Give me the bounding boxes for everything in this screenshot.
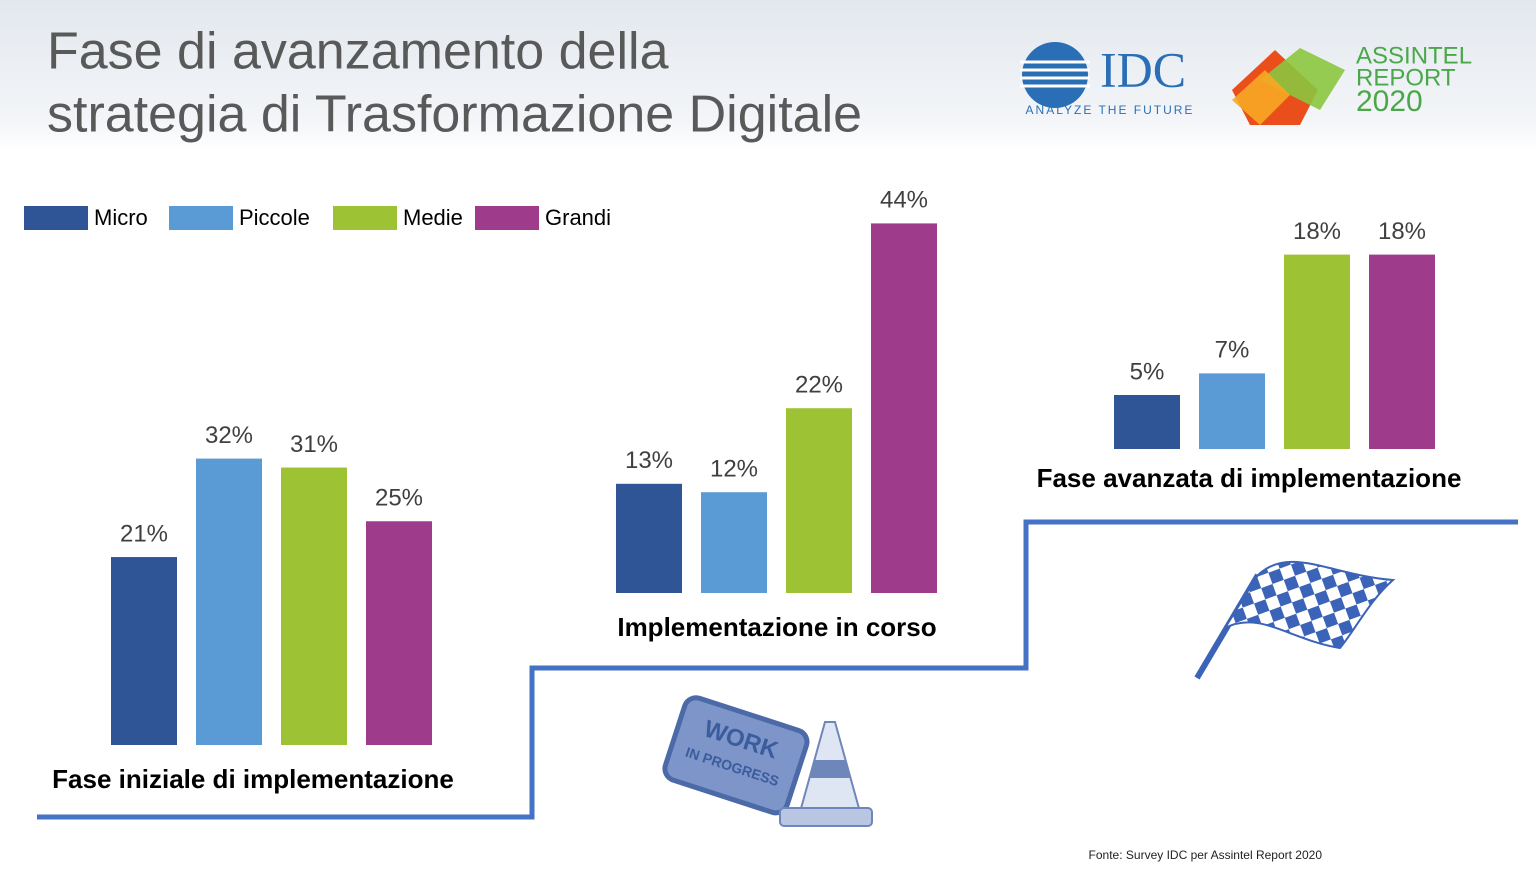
- legend-label: Piccole: [239, 205, 310, 230]
- legend-label: Micro: [94, 205, 148, 230]
- bar: [701, 492, 767, 593]
- category-label: Implementazione in corso: [617, 612, 936, 642]
- bar: [111, 557, 177, 745]
- bar: [1199, 373, 1265, 449]
- value-label: 5%: [1130, 358, 1165, 385]
- assintel-text: 2020: [1356, 85, 1423, 118]
- bar: [1369, 254, 1435, 449]
- value-label: 18%: [1378, 218, 1426, 245]
- work-sign-icon: WORK IN PROGRESS: [662, 695, 873, 827]
- bar: [366, 521, 432, 745]
- idc-text: IDC: [1100, 41, 1186, 97]
- title: strategia di Trasformazione Digitale: [47, 86, 862, 144]
- category-label: Fase iniziale di implementazione: [52, 764, 454, 794]
- bar: [871, 223, 937, 593]
- staircase: [37, 519, 1518, 820]
- idc-logo: IDC ANALYZE THE FUTURE: [1020, 41, 1195, 117]
- bar: [616, 483, 682, 593]
- legend-label: Grandi: [545, 205, 611, 230]
- value-label: 25%: [375, 485, 423, 512]
- title: Fase di avanzamento della: [47, 23, 669, 81]
- assintel-logo: ASSINTEL REPORT 2020: [1232, 42, 1472, 125]
- bar: [786, 408, 852, 593]
- value-label: 18%: [1293, 218, 1341, 245]
- value-label: 44%: [880, 187, 928, 214]
- assintel-text: ASSINTEL: [1356, 42, 1472, 69]
- legend-swatch: [475, 206, 539, 230]
- bar: [196, 458, 262, 745]
- assintel-text: REPORT: [1356, 64, 1456, 91]
- value-label: 31%: [290, 431, 338, 458]
- legend-swatch: [24, 206, 88, 230]
- value-label: 13%: [625, 447, 673, 474]
- source-note: Fonte: Survey IDC per Assintel Report 20…: [1089, 848, 1323, 862]
- bar: [281, 467, 347, 745]
- value-label: 7%: [1215, 337, 1250, 364]
- value-label: 21%: [120, 520, 168, 547]
- legend-swatch: [333, 206, 397, 230]
- value-label: 22%: [795, 372, 843, 399]
- category-label: Fase avanzata di implementazione: [1037, 463, 1462, 493]
- idc-tagline: ANALYZE THE FUTURE: [1026, 103, 1195, 117]
- checkered-flag-icon: [1194, 560, 1396, 680]
- legend-swatch: [169, 206, 233, 230]
- value-label: 12%: [710, 456, 758, 483]
- value-label: 32%: [205, 422, 253, 449]
- legend-label: Medie: [403, 205, 463, 230]
- bar: [1114, 395, 1180, 449]
- bar: [1284, 254, 1350, 449]
